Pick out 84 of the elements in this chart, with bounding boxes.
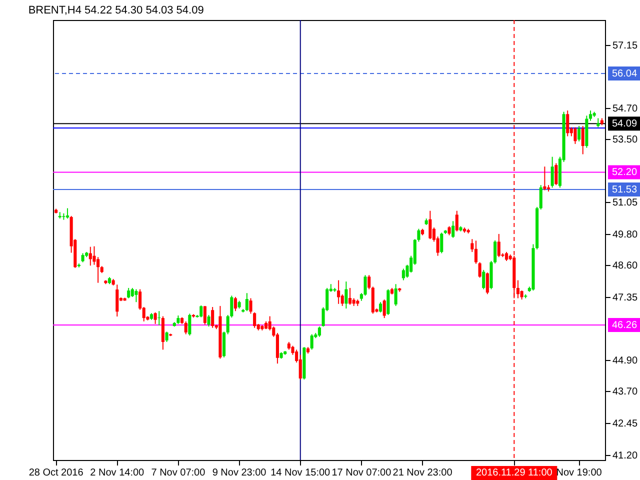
candlestick: [486, 272, 489, 295]
candlestick: [211, 306, 214, 328]
y-tick-label: 47.35: [612, 292, 638, 304]
ref-line-label: 51.53: [612, 184, 638, 196]
candlestick: [245, 292, 248, 312]
candlestick: [379, 302, 382, 313]
x-tick-label: 2 Nov 14:00: [90, 468, 145, 478]
candlestick: [298, 354, 302, 380]
candlestick: [184, 320, 188, 335]
candlestick: [134, 288, 138, 303]
candlestick: [386, 288, 390, 316]
candlestick: [66, 208, 70, 220]
candlestick: [368, 274, 371, 290]
candlestick: [158, 310, 161, 326]
candlestick: [81, 252, 84, 263]
y-tick-label: 43.70: [612, 386, 638, 398]
candlestick: [234, 296, 237, 312]
ref-line-label: 56.04: [612, 68, 638, 80]
candlestick: [448, 226, 451, 236]
candlestick: [116, 284, 119, 318]
candlestick: [543, 166, 546, 191]
candlestick: [154, 312, 157, 324]
candlestick: [596, 118, 600, 128]
candlestick: [566, 110, 570, 137]
candlestick: [394, 284, 398, 306]
candlestick: [482, 269, 486, 290]
candlestick: [428, 210, 432, 240]
candlestick: [478, 262, 482, 278]
candlestick: [200, 304, 203, 318]
ref-line-label: 54.09: [612, 118, 638, 130]
y-tick-label: 54.70: [612, 103, 638, 114]
chart-title: BRENT,H4 54.22 54.30 54.03 54.09: [28, 4, 204, 16]
y-tick-label: 57.15: [612, 40, 638, 52]
x-tick-label: 28 Oct 2016: [28, 468, 84, 478]
y-tick-label: 53.50: [612, 134, 638, 146]
candlestick: [88, 246, 92, 266]
x-tick-label: 17 Nov 07:00: [332, 468, 392, 478]
ref-line-label: 46.26: [612, 320, 638, 331]
candlestick: [550, 156, 554, 188]
y-tick-label: 48.60: [612, 260, 638, 272]
ref-line-label: 52.20: [612, 167, 638, 178]
candlestick: [222, 331, 226, 358]
candlestick: [188, 313, 192, 336]
candlestick: [402, 268, 405, 281]
candlestick: [497, 233, 500, 258]
candlestick: [318, 326, 321, 338]
candlestick: [539, 184, 542, 210]
candlestick: [340, 294, 344, 306]
y-tick-label: 51.05: [612, 197, 638, 208]
candlestick: [337, 280, 340, 304]
candlestick: [344, 281, 348, 310]
candlestick: [382, 299, 386, 319]
candlestick: [504, 251, 508, 262]
candlestick: [253, 312, 256, 328]
x-tick-label: 9 Nov 23:00: [212, 468, 267, 478]
x-tick-label: 7 Nov 07:00: [151, 468, 206, 478]
candlestick: [452, 220, 455, 238]
candlestick: [165, 331, 168, 342]
candlestick: [516, 280, 520, 299]
candlestick: [203, 305, 206, 325]
candlestick: [455, 210, 458, 232]
candlestick: [474, 240, 478, 264]
y-tick-label: 41.20: [612, 450, 638, 462]
y-tick-label: 42.45: [612, 418, 638, 430]
y-tick-label: 49.80: [612, 229, 638, 240]
candlestick: [554, 162, 558, 186]
candlestick: [574, 126, 577, 144]
x-tick-label: Nov 19:00: [556, 468, 602, 478]
candlestick: [249, 298, 252, 314]
candlestick: [96, 256, 100, 284]
candlestick: [310, 334, 314, 350]
x-tick-label: 21 Nov 23:00: [392, 468, 453, 478]
candlestick: [161, 316, 164, 350]
candlestick: [588, 110, 592, 122]
candlestick: [348, 287, 352, 306]
y-tick-label: 44.90: [612, 355, 638, 366]
candlestick: [520, 290, 524, 300]
x-tick-label: 14 Nov 15:00: [270, 468, 331, 478]
candlestick: [578, 125, 581, 142]
candlestick: [581, 125, 584, 155]
candlestick: [127, 287, 130, 299]
x-tick-label: 2016.11.29 11:00: [476, 468, 553, 478]
candlestick: [207, 314, 210, 328]
candlestick: [440, 232, 444, 254]
